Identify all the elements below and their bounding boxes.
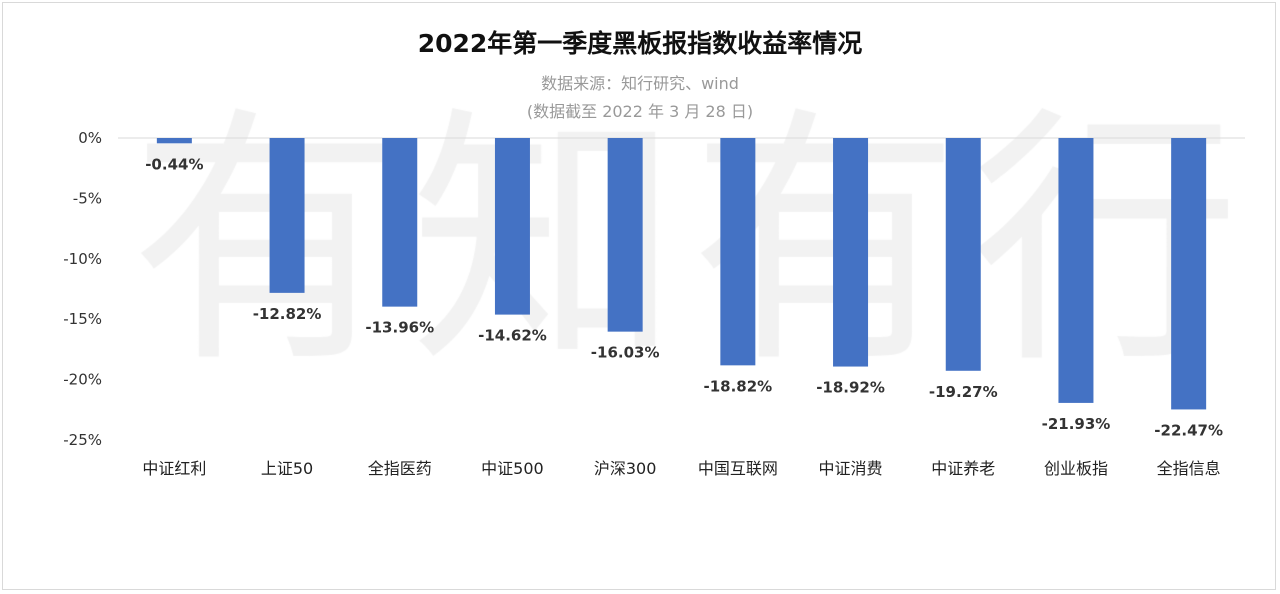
bar (1171, 138, 1207, 410)
bar (269, 138, 305, 293)
y-tick-label: -10% (63, 250, 102, 268)
x-tick-label: 沪深300 (594, 459, 657, 478)
bar (833, 138, 869, 367)
y-tick-label: -25% (63, 431, 102, 449)
x-tick-label: 中证红利 (142, 459, 206, 478)
chart-title: 2022年第一季度黑板报指数收益率情况 (417, 29, 863, 58)
bar (382, 138, 418, 307)
bar (494, 138, 530, 315)
data-label: -21.93% (1042, 415, 1111, 433)
x-tick-label: 全指医药 (368, 459, 432, 478)
data-label: -18.82% (703, 377, 772, 395)
chart-note: (数据截至 2022 年 3 月 28 日) (526, 102, 754, 121)
y-tick-label: 0% (78, 129, 102, 147)
data-label: -19.27% (929, 383, 998, 401)
x-tick-label: 上证50 (261, 459, 313, 478)
x-tick-label: 全指信息 (1157, 459, 1221, 478)
y-tick-label: -15% (63, 310, 102, 328)
data-label: -18.92% (816, 379, 885, 397)
data-label: -12.82% (253, 305, 322, 323)
chart-subtitle: 数据来源：知行研究、wind (541, 74, 739, 93)
x-tick-label: 中证养老 (931, 459, 995, 478)
y-tick-label: -5% (73, 189, 102, 207)
data-label: -14.62% (478, 327, 547, 345)
data-label: -13.96% (365, 319, 434, 337)
bar (607, 138, 643, 332)
bar (1058, 138, 1094, 403)
data-label: -0.44% (145, 155, 203, 173)
bar (156, 138, 192, 144)
y-tick-label: -20% (63, 371, 102, 389)
data-label: -22.47% (1154, 421, 1223, 439)
data-label: -16.03% (591, 344, 660, 362)
x-tick-label: 中证消费 (819, 459, 883, 478)
x-tick-label: 中国互联网 (698, 459, 778, 478)
bar (945, 138, 981, 371)
x-tick-label: 中证500 (481, 459, 544, 478)
x-tick-label: 创业板指 (1044, 459, 1108, 478)
bar (720, 138, 756, 366)
